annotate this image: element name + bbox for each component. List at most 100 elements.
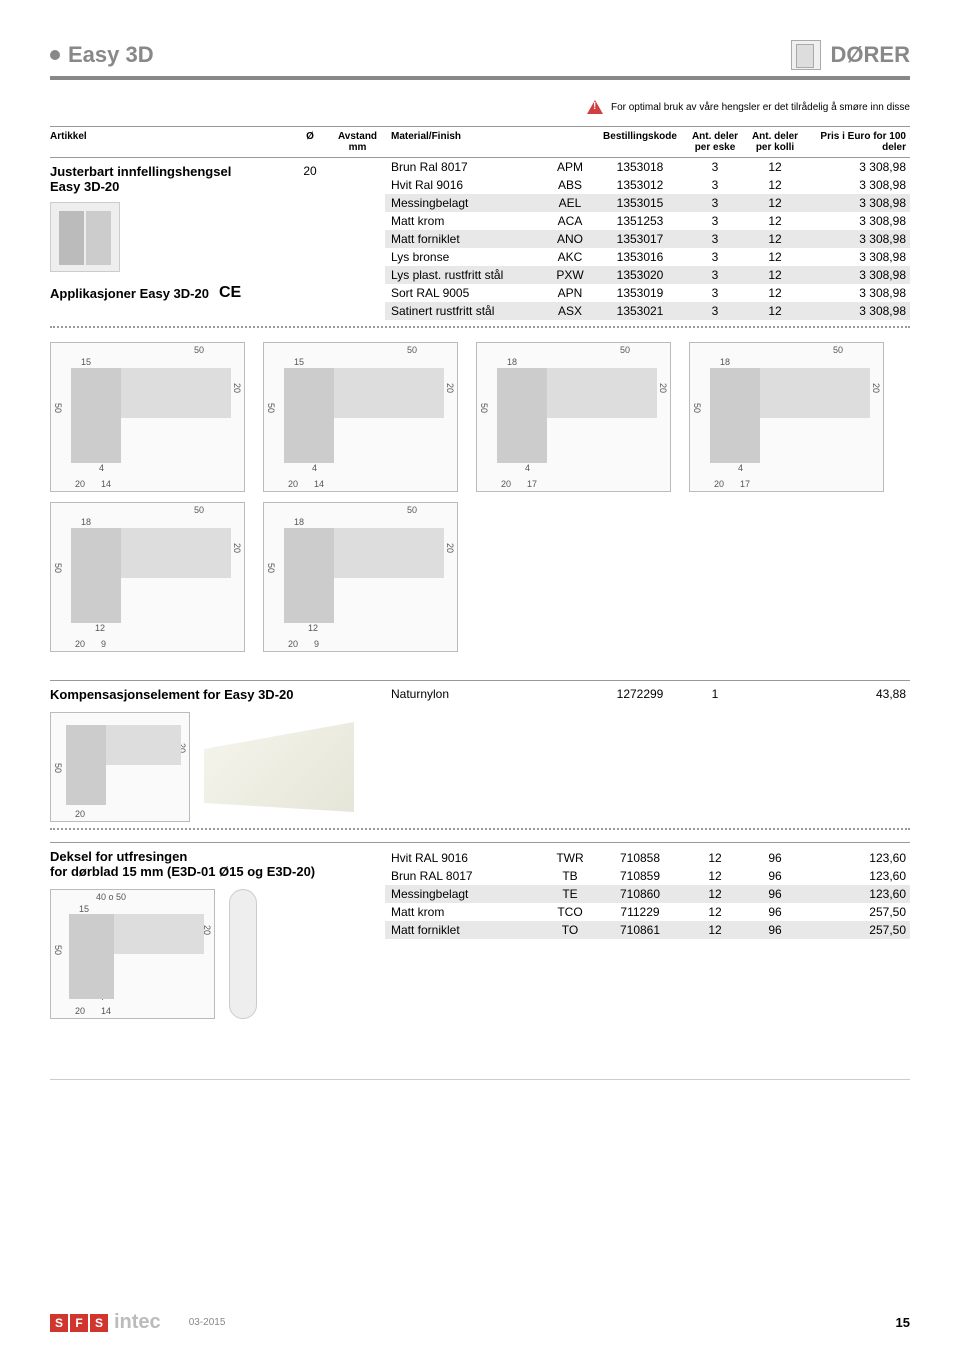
cell-material: Sort RAL 9005 <box>385 284 545 302</box>
cell-price: 3 308,98 <box>805 284 910 302</box>
cell-code: APM <box>545 158 595 176</box>
door-icon <box>791 40 821 70</box>
cell-code: TCO <box>545 903 595 921</box>
cell-price: 257,50 <box>805 903 910 921</box>
table-row: Brun RAL 8017TB7108591296123,60 <box>385 867 910 885</box>
product2-row: Naturnylon 1272299 1 43,88 <box>385 687 910 701</box>
cell-code: TE <box>545 885 595 903</box>
cell-kolli: 96 <box>745 849 805 867</box>
product2-image <box>204 722 354 812</box>
product1-subtitle: Easy 3D-20 <box>50 179 290 194</box>
diagrams-row-1: 50 15 50 20 20 14 4 50 15 50 20 20 14 4 … <box>50 342 910 492</box>
warning-row: For optimal bruk av våre hengsler er det… <box>50 100 910 114</box>
cell-code: PXW <box>545 266 595 284</box>
cell-bestilling: 710861 <box>595 921 685 939</box>
col-kolli: Ant. deler per kolli <box>745 131 805 153</box>
cell-kolli: 12 <box>745 266 805 284</box>
product3-image <box>229 889 257 1019</box>
cell-material: Matt krom <box>385 903 545 921</box>
cell-material: Lys bronse <box>385 248 545 266</box>
col-diameter: Ø <box>290 131 330 153</box>
cell-code: APN <box>545 284 595 302</box>
cell-material: Hvit RAL 9016 <box>385 849 545 867</box>
table-row: Sort RAL 9005APN13530193123 308,98 <box>385 284 910 302</box>
diagrams-row-2: 50 18 50 20 20 9 12 50 18 50 20 20 9 12 <box>50 502 910 652</box>
cell-kolli: 96 <box>745 921 805 939</box>
footer-date: 03-2015 <box>189 1317 226 1328</box>
cell-code: TB <box>545 867 595 885</box>
col-artikkel: Artikkel <box>50 131 290 153</box>
diagram-1: 50 15 50 20 20 14 4 <box>50 342 245 492</box>
cell-material: Lys plast. rustfritt stål <box>385 266 545 284</box>
col-avstand: Avstand mm <box>330 131 385 153</box>
table-row: MessingbelagtTE7108601296123,60 <box>385 885 910 903</box>
cell-material: Matt forniklet <box>385 921 545 939</box>
col-eske: Ant. deler per eske <box>685 131 745 153</box>
product3-title: Deksel for utfresingen <box>50 849 385 864</box>
cell-price: 3 308,98 <box>805 176 910 194</box>
table-row: Lys plast. rustfritt stålPXW13530203123 … <box>385 266 910 284</box>
cell-bestilling: 1353016 <box>595 248 685 266</box>
cell-code: ACA <box>545 212 595 230</box>
apps-label: Applikasjoner Easy 3D-20 <box>50 286 209 301</box>
diagram-4: 50 18 50 20 20 17 4 <box>689 342 884 492</box>
cell-kolli: 12 <box>745 158 805 176</box>
cell-bestilling: 1353015 <box>595 194 685 212</box>
cell-material: Brun RAL 8017 <box>385 867 545 885</box>
cell-code: AEL <box>545 194 595 212</box>
table-row: Hvit RAL 9016TWR7108581296123,60 <box>385 849 910 867</box>
logo-letter-s: S <box>50 1314 68 1332</box>
ce-mark: CE <box>219 284 241 302</box>
logo-intec: intec <box>114 1311 161 1334</box>
cell-bestilling: 1353012 <box>595 176 685 194</box>
cell-code: TWR <box>545 849 595 867</box>
cell-code: AKC <box>545 248 595 266</box>
cell-eske: 3 <box>685 302 745 320</box>
bullet-icon <box>50 50 60 60</box>
cell-price: 3 308,98 <box>805 248 910 266</box>
cell-material: Matt krom <box>385 212 545 230</box>
cell-kolli: 12 <box>745 212 805 230</box>
cell-price: 123,60 <box>805 885 910 903</box>
table-row: Brun Ral 8017APM13530183123 308,98 <box>385 158 910 176</box>
page-number: 15 <box>896 1315 910 1330</box>
cell-bestilling: 711229 <box>595 903 685 921</box>
cell-bestilling: 710859 <box>595 867 685 885</box>
table-row: Matt kromACA13512533123 308,98 <box>385 212 910 230</box>
cell-material: Satinert rustfritt stål <box>385 302 545 320</box>
table-row: Satinert rustfritt stålASX13530213123 30… <box>385 302 910 320</box>
table-row: MessingbelagtAEL13530153123 308,98 <box>385 194 910 212</box>
cell-bestilling: 1353017 <box>595 230 685 248</box>
cell-eske: 3 <box>685 158 745 176</box>
cell-kolli: 12 <box>745 248 805 266</box>
cell-eske: 12 <box>685 921 745 939</box>
cell-bestilling: 710860 <box>595 885 685 903</box>
product1-title: Justerbart innfellingshengsel <box>50 164 290 179</box>
cell-eske: 12 <box>685 867 745 885</box>
product2-diagram: 50 20 20 <box>50 712 190 822</box>
cell-kolli: 96 <box>745 903 805 921</box>
cell-eske: 3 <box>685 230 745 248</box>
product3-rows: Hvit RAL 9016TWR7108581296123,60Brun RAL… <box>385 849 910 1019</box>
cell-eske: 12 <box>685 903 745 921</box>
cell-kolli: 12 <box>745 302 805 320</box>
table-row: Lys bronseAKC13530163123 308,98 <box>385 248 910 266</box>
cell-code: ANO <box>545 230 595 248</box>
cell-eske: 12 <box>685 849 745 867</box>
col-bestilling: Bestillingskode <box>595 131 685 153</box>
cell-code: TO <box>545 921 595 939</box>
page-category: DØRER <box>831 42 910 68</box>
cell-eske: 3 <box>685 248 745 266</box>
diagram-3: 50 18 50 20 20 17 4 <box>476 342 671 492</box>
cell-eske: 3 <box>685 212 745 230</box>
cell-kolli: 12 <box>745 176 805 194</box>
product-section-3: Deksel for utfresingen for dørblad 15 mm… <box>50 842 910 1080</box>
cell-kolli: 12 <box>745 284 805 302</box>
cell-eske: 3 <box>685 266 745 284</box>
p2-kolli <box>745 687 805 701</box>
cell-bestilling: 1353018 <box>595 158 685 176</box>
col-pris: Pris i Euro for 100 deler <box>805 131 910 153</box>
p2-material: Naturnylon <box>385 687 545 701</box>
cell-material: Messingbelagt <box>385 194 545 212</box>
p2-price: 43,88 <box>805 687 910 701</box>
